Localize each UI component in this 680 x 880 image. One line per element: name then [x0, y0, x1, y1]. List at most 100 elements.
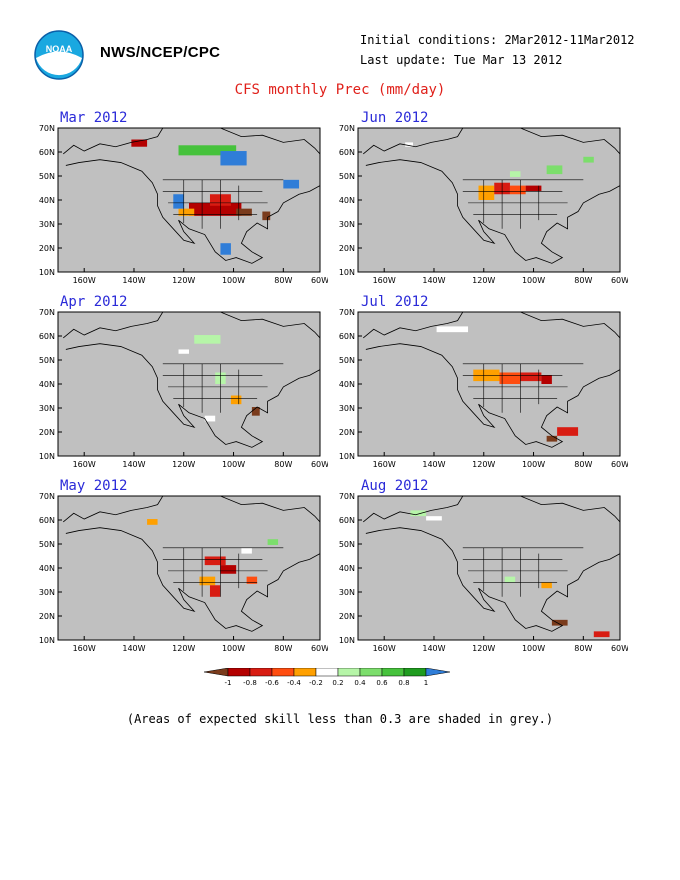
- anomaly-cell: [131, 139, 148, 147]
- map-panel-aug: 70N 60N 50N 40N 30N 20N 10N 160W 140W 120W 100W 80W…: [339, 492, 628, 653]
- lat-label: 40N: [339, 380, 355, 389]
- anomaly-cell: [546, 165, 563, 175]
- lon-label: 120W: [472, 276, 495, 285]
- lon-label: 100W: [522, 460, 545, 469]
- lon-label: 100W: [522, 276, 545, 285]
- anomaly-cell: [405, 142, 414, 147]
- lat-label: 30N: [339, 588, 355, 597]
- lon-label: 100W: [222, 276, 245, 285]
- lat-label: 40N: [339, 564, 355, 573]
- anomaly-cell: [220, 565, 237, 574]
- lon-label: 160W: [73, 644, 96, 653]
- anomaly-cell: [241, 547, 252, 554]
- lat-label: 60N: [339, 148, 355, 157]
- map-panel-mar: 70N 60N 50N 40N 30N 20N 10N 160W 140W 120W 100W 80W…: [39, 124, 328, 285]
- lat-label: 60N: [39, 516, 55, 525]
- panel-title-jul: Jul 2012: [361, 294, 429, 310]
- lat-label: 50N: [339, 356, 355, 365]
- lon-label: 60W: [311, 276, 328, 285]
- colorbar: -1 -0.8 -0.6 -0.4 -0.2 0.2 0.4 0.6 0.8 1: [203, 668, 451, 687]
- anomaly-cell: [509, 185, 526, 195]
- lat-label: 50N: [339, 172, 355, 181]
- lat-label: 20N: [39, 612, 55, 621]
- lat-label: 40N: [339, 196, 355, 205]
- lat-label: 70N: [339, 492, 355, 501]
- lon-label: 80W: [574, 276, 592, 285]
- panel-title-may: May 2012: [60, 478, 128, 494]
- colorbar-label: -0.2: [309, 679, 323, 687]
- lat-label: 30N: [39, 220, 55, 229]
- lat-label: 10N: [39, 452, 55, 461]
- panel-title-apr: Apr 2012: [60, 294, 128, 310]
- anomaly-cell: [262, 211, 271, 221]
- lon-label: 140W: [422, 460, 445, 469]
- anomaly-cell: [551, 619, 568, 626]
- panel-title-aug: Aug 2012: [361, 478, 429, 494]
- anomaly-cell: [436, 326, 469, 333]
- anomaly-cell: [220, 151, 247, 166]
- lat-label: 60N: [39, 332, 55, 341]
- colorbar-label: 0.8: [398, 679, 409, 687]
- anomaly-cell: [147, 519, 158, 525]
- anomaly-cell: [478, 185, 495, 200]
- anomaly-cell: [541, 582, 552, 589]
- colorbar-label: -0.6: [265, 679, 279, 687]
- anomaly-cell: [593, 631, 610, 638]
- lat-label: 30N: [339, 404, 355, 413]
- lon-label: 120W: [172, 276, 195, 285]
- lon-label: 60W: [611, 276, 628, 285]
- lon-label: 60W: [611, 644, 628, 653]
- colorbar-segment: [381, 668, 405, 677]
- noaa-logo: NOAA: [34, 30, 84, 80]
- lat-label: 10N: [339, 268, 355, 277]
- colorbar-segment: [249, 668, 273, 677]
- panel-title-jun: Jun 2012: [361, 110, 429, 126]
- lon-label: 80W: [574, 460, 592, 469]
- map-background: [58, 312, 320, 456]
- lon-label: 80W: [574, 644, 592, 653]
- anomaly-cell: [525, 185, 542, 192]
- colorbar-segment: [337, 668, 361, 677]
- initial-conditions: Initial conditions: 2Mar2012-11Mar2012: [360, 33, 635, 47]
- anomaly-cell: [583, 156, 594, 163]
- panel-title-mar: Mar 2012: [60, 110, 128, 126]
- anomaly-cell: [410, 510, 427, 517]
- colorbar-label: 0.6: [376, 679, 388, 687]
- lon-label: 120W: [472, 644, 495, 653]
- anomaly-cell: [541, 375, 552, 384]
- lat-label: 30N: [339, 220, 355, 229]
- colorbar-label: -1: [225, 679, 232, 687]
- lon-label: 160W: [373, 460, 396, 469]
- lat-label: 10N: [339, 452, 355, 461]
- anomaly-cell: [220, 243, 231, 255]
- lon-label: 120W: [472, 460, 495, 469]
- lon-label: 140W: [422, 276, 445, 285]
- lat-label: 70N: [339, 308, 355, 317]
- lat-label: 50N: [339, 540, 355, 549]
- lon-label: 140W: [122, 276, 145, 285]
- lat-label: 70N: [39, 492, 55, 501]
- lat-label: 40N: [39, 196, 55, 205]
- anomaly-cell: [173, 194, 184, 209]
- lon-label: 100W: [522, 644, 545, 653]
- lon-label: 160W: [73, 460, 96, 469]
- lat-label: 10N: [39, 636, 55, 645]
- anomaly-cell: [204, 415, 216, 422]
- lat-label: 20N: [339, 428, 355, 437]
- lon-label: 140W: [422, 644, 445, 653]
- anomaly-cell: [246, 576, 258, 584]
- map-background: [358, 312, 620, 456]
- lat-label: 40N: [39, 380, 55, 389]
- lon-label: 100W: [222, 644, 245, 653]
- lat-label: 70N: [339, 124, 355, 133]
- colorbar-segment: [403, 668, 427, 677]
- lat-label: 50N: [39, 172, 55, 181]
- map-background: [358, 496, 620, 640]
- colorbar-segment: [227, 668, 251, 677]
- colorbar-label: -0.4: [287, 679, 301, 687]
- lat-label: 70N: [39, 124, 55, 133]
- lat-label: 30N: [39, 588, 55, 597]
- anomaly-cell: [520, 372, 542, 382]
- map-panel-may: 70N 60N 50N 40N 30N 20N 10N 160W 140W 120W 100W 80W…: [39, 492, 328, 653]
- org-name: NWS/NCEP/CPC: [100, 44, 221, 61]
